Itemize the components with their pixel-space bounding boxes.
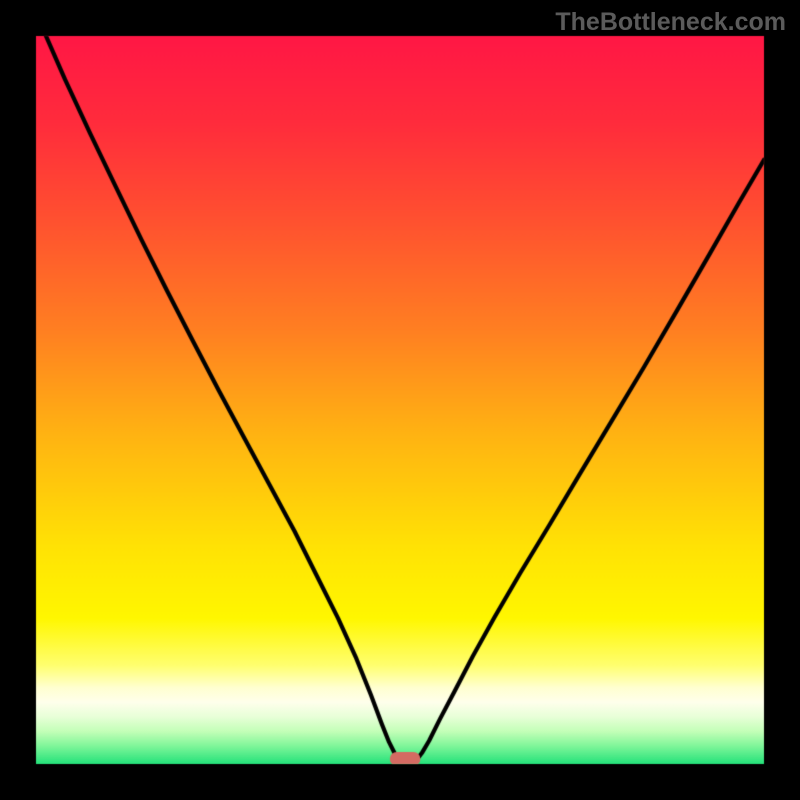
watermark-text: TheBottleneck.com xyxy=(555,8,786,37)
curve-canvas xyxy=(0,0,800,800)
chart-container: TheBottleneck.com xyxy=(0,0,800,800)
